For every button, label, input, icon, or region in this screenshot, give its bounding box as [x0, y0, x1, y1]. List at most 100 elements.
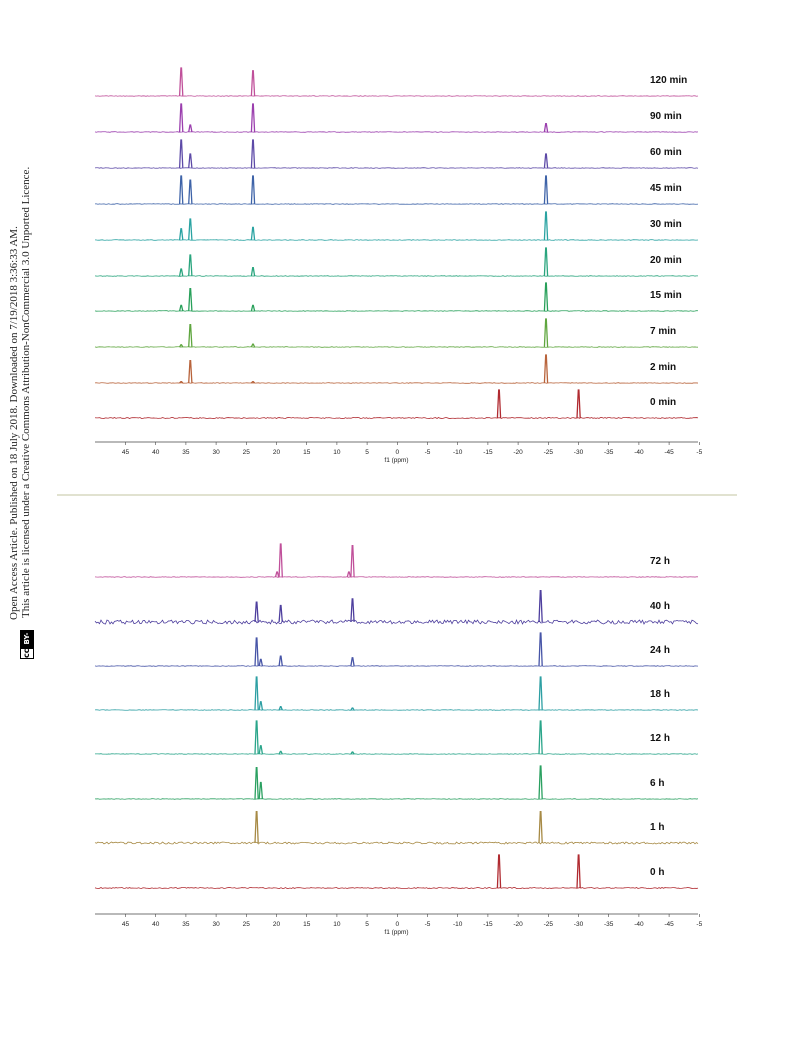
x-tick-label: 40 [152, 449, 160, 456]
spectrum-peak [350, 544, 355, 578]
spectrum-peak [576, 854, 581, 889]
cc-license-badge[interactable]: cc BY-NC [20, 629, 114, 659]
spectrum-peak [576, 389, 581, 419]
series-label: 1 h [650, 822, 664, 833]
spectrum-peak [188, 254, 193, 277]
spectrum-peak [258, 701, 264, 711]
x-axis-label: f1 (ppm) [384, 457, 408, 464]
spectrum-peak [250, 70, 256, 97]
series-label: 18 h [650, 689, 670, 700]
spectrum-baseline [94, 310, 699, 312]
x-tick-label: -45 [664, 921, 674, 928]
x-tick-label: 35 [182, 921, 190, 928]
spectrum-baseline [94, 841, 699, 845]
x-tick-label: -15 [483, 449, 493, 456]
spectrum-peak [350, 657, 355, 667]
spectrum-baseline [94, 239, 699, 241]
spectrum-peak [188, 287, 193, 312]
series-label: 60 min [650, 147, 682, 158]
series-label: 40 h [650, 601, 670, 612]
spectrum-peak [250, 139, 256, 169]
spectrum-baseline [94, 665, 699, 667]
x-tick-label: 25 [243, 921, 251, 928]
spectrum-baseline [94, 382, 699, 384]
series-label: 0 min [650, 397, 676, 408]
x-tick-label: 15 [303, 921, 311, 928]
spectrum-peak [278, 655, 283, 667]
spectrum-baseline [94, 619, 699, 625]
cc-icon: cc [20, 647, 34, 659]
spectrum-peak [350, 598, 355, 623]
x-tick-label: 10 [333, 449, 341, 456]
top-spectra-panel: 120 min 90 min 60 min 45 min 30 min 20 min 15 … [94, 67, 703, 464]
spectrum-peak [278, 706, 283, 711]
spectrum-peak [258, 745, 264, 755]
spectrum-peak [178, 175, 184, 205]
spectrum-peak [188, 359, 193, 384]
x-tick-label: -45 [664, 449, 674, 456]
spectrum-baseline [94, 203, 699, 205]
spectrum-peak [538, 589, 543, 623]
spectrum-baseline [94, 709, 699, 711]
spectrum-peak [538, 676, 543, 711]
series-label: 15 min [650, 290, 682, 301]
series-label: 7 min [650, 326, 676, 337]
x-tick-label: -25 [544, 449, 554, 456]
x-tick-label: -15 [483, 921, 493, 928]
spectrum-peak [543, 318, 549, 348]
series-label: 2 min [650, 362, 676, 373]
license-line-1: Open Access Article. Published on 18 Jul… [8, 226, 20, 620]
series-label: 120 min [650, 75, 687, 86]
spectrum-peak [250, 103, 256, 133]
x-tick-label: -5 [425, 921, 431, 928]
series-label: 12 h [650, 733, 670, 744]
x-tick-label: 30 [212, 921, 220, 928]
x-tick-label: -40 [634, 921, 644, 928]
spectrum-peak [254, 810, 259, 844]
spectrum-peak [543, 153, 549, 169]
x-tick-label: -25 [544, 921, 554, 928]
bottom-spectra-panel: 72 h 40 h 24 h 18 h 12 h 6 h 1 h 0 h 45 40 35 30 25 2… [94, 543, 703, 936]
spectrum-peak [250, 226, 256, 241]
spectrum-peak [543, 175, 549, 205]
x-tick-label: 5 [365, 449, 369, 456]
x-tick-label: 45 [122, 449, 130, 456]
cc-badge-label: BY-NC [20, 629, 45, 648]
x-tick-label: -35 [604, 449, 614, 456]
x-tick-label: -10 [453, 921, 463, 928]
spectrum-peak [250, 304, 256, 312]
spectrum-baseline [94, 167, 699, 169]
series-label: 45 min [650, 183, 682, 194]
spectrum-peak [178, 304, 184, 312]
x-tick-label: -30 [574, 921, 584, 928]
series-label: 90 min [650, 111, 682, 122]
spectrum-peak [188, 218, 193, 241]
spectrum-peak [350, 707, 355, 711]
spectrum-peak [350, 751, 355, 755]
x-tick-label: -5 [425, 449, 431, 456]
spectrum-peak [538, 632, 543, 667]
spectrum-baseline [94, 346, 699, 348]
spectrum-baseline [94, 887, 699, 889]
spectrum-peak [178, 268, 184, 277]
x-tick-label: 0 [395, 921, 399, 928]
x-axis-label: f1 (ppm) [384, 929, 408, 936]
spectrum-peak [538, 720, 543, 755]
spectrum-baseline [94, 417, 699, 419]
x-tick-label: 20 [273, 921, 281, 928]
spectrum-baseline [94, 798, 699, 800]
spectrum-peak [250, 175, 256, 205]
series-label: 20 min [650, 255, 682, 266]
spectrum-peak [258, 658, 264, 667]
spectrum-peak [178, 228, 184, 241]
spectrum-peak [278, 750, 283, 755]
spectrum-peak [250, 343, 256, 348]
x-tick-label: -20 [513, 449, 523, 456]
series-label: 72 h [650, 556, 670, 567]
x-tick-label: 45 [122, 921, 130, 928]
x-tick-label: 30 [212, 449, 220, 456]
x-tick-label: -30 [574, 449, 584, 456]
spectrum-peak [178, 103, 184, 133]
spectrum-peak [258, 781, 264, 800]
x-tick-label: -5 [696, 921, 702, 928]
